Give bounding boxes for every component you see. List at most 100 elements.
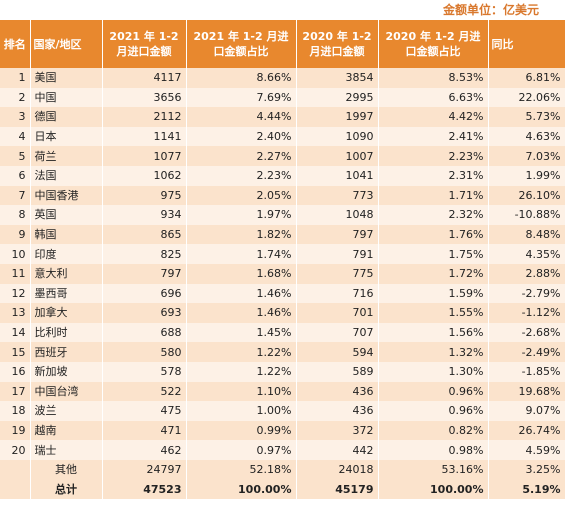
cell-value-2021: 693	[102, 303, 187, 323]
cell-rank: 14	[0, 322, 31, 343]
table-body: 1 美国 4117 8.66% 3854 8.53% 6.81% 2 中国 3656 7.69% 29…	[0, 68, 565, 500]
cell-share-2020: 1.59%	[378, 283, 489, 304]
cell-rank: 9	[0, 224, 31, 245]
cell-share-2020: 2.23%	[378, 146, 489, 166]
cell-share-2021: 1.45%	[186, 322, 297, 343]
header-value-2020: 2020 年 1-2 月进口金额	[296, 20, 379, 68]
cell-yoy: 4.35%	[488, 244, 565, 264]
cell-share-2021: 52.18%	[186, 459, 297, 480]
cell-yoy: 3.25%	[488, 459, 565, 480]
cell-value-2020: 589	[296, 361, 379, 382]
cell-share-2020: 4.42%	[378, 107, 489, 127]
cell-value-2020: 436	[296, 401, 379, 421]
cell-value-2021: 475	[102, 401, 187, 421]
table-row: 4 日本 1141 2.40% 1090 2.41% 4.63%	[0, 126, 565, 147]
cell-country: 意大利	[30, 263, 103, 284]
table-row: 11 意大利 797 1.68% 775 1.72% 2.88%	[0, 263, 565, 284]
cell-rank: 6	[0, 165, 31, 186]
table-row: 2 中国 3656 7.69% 2995 6.63% 22.06%	[0, 87, 565, 108]
cell-share-2020: 0.98%	[378, 440, 489, 460]
cell-share-2020: 1.75%	[378, 244, 489, 264]
table-header-row: 排名 国家/地区 2021 年 1-2 月进口金额 2021 年 1-2 月进口…	[0, 20, 565, 68]
table-row: 12 墨西哥 696 1.46% 716 1.59% -2.79%	[0, 283, 565, 304]
cell-share-2021: 1.00%	[186, 401, 297, 421]
header-share-2020: 2020 年 1-2 月进口金额占比	[378, 20, 489, 68]
cell-country: 英国	[30, 205, 103, 225]
table-row: 20 瑞士 462 0.97% 442 0.98% 4.59%	[0, 440, 565, 460]
cell-rank: 17	[0, 381, 31, 402]
cell-value-2021: 24797	[102, 459, 187, 480]
cell-share-2021: 1.46%	[186, 303, 297, 323]
cell-yoy: 6.81%	[488, 68, 565, 88]
cell-yoy: 8.48%	[488, 224, 565, 245]
cell-share-2020: 1.72%	[378, 263, 489, 284]
cell-country: 中国	[30, 87, 103, 108]
table-row: 其他 24797 52.18% 24018 53.16% 3.25%	[0, 459, 565, 480]
cell-rank	[0, 459, 31, 480]
cell-share-2020: 0.96%	[378, 381, 489, 402]
cell-value-2021: 975	[102, 185, 187, 206]
table-row: 9 韩国 865 1.82% 797 1.76% 8.48%	[0, 224, 565, 245]
cell-value-2021: 578	[102, 361, 187, 382]
cell-share-2021: 1.10%	[186, 381, 297, 402]
cell-value-2020: 372	[296, 420, 379, 441]
cell-share-2021: 8.66%	[186, 68, 297, 88]
cell-value-2021: 934	[102, 205, 187, 225]
cell-share-2020: 1.30%	[378, 361, 489, 382]
cell-country: 中国台湾	[30, 381, 103, 402]
cell-yoy: 1.99%	[488, 165, 565, 186]
table-row: 3 德国 2112 4.44% 1997 4.42% 5.73%	[0, 107, 565, 127]
cell-yoy: 4.59%	[488, 440, 565, 460]
cell-value-2020: 1090	[296, 126, 379, 147]
cell-rank: 12	[0, 283, 31, 304]
cell-country: 日本	[30, 126, 103, 147]
cell-share-2020: 53.16%	[378, 459, 489, 480]
cell-yoy: 22.06%	[488, 87, 565, 108]
cell-country: 越南	[30, 420, 103, 441]
cell-value-2020: 1007	[296, 146, 379, 166]
cell-value-2020: 797	[296, 224, 379, 245]
cell-value-2021: 2112	[102, 107, 187, 127]
cell-value-2021: 3656	[102, 87, 187, 108]
cell-share-2020: 1.71%	[378, 185, 489, 206]
cell-yoy: 7.03%	[488, 146, 565, 166]
table-row: 1 美国 4117 8.66% 3854 8.53% 6.81%	[0, 68, 565, 88]
cell-yoy: -1.85%	[488, 361, 565, 382]
cell-country: 墨西哥	[30, 283, 103, 304]
cell-share-2020: 1.55%	[378, 303, 489, 323]
cell-value-2020: 701	[296, 303, 379, 323]
cell-value-2021: 797	[102, 263, 187, 284]
cell-country: 比利时	[30, 322, 103, 343]
table-row: 5 荷兰 1077 2.27% 1007 2.23% 7.03%	[0, 146, 565, 166]
cell-yoy: -2.68%	[488, 322, 565, 343]
cell-yoy: -1.12%	[488, 303, 565, 323]
cell-share-2020: 1.32%	[378, 342, 489, 362]
cell-rank: 1	[0, 68, 31, 88]
cell-share-2021: 0.97%	[186, 440, 297, 460]
cell-rank: 13	[0, 303, 31, 323]
cell-value-2021: 522	[102, 381, 187, 402]
table-row: 6 法国 1062 2.23% 1041 2.31% 1.99%	[0, 165, 565, 186]
cell-country: 美国	[30, 68, 103, 88]
table-row: 19 越南 471 0.99% 372 0.82% 26.74%	[0, 420, 565, 441]
cell-yoy: 5.73%	[488, 107, 565, 127]
cell-value-2020: 3854	[296, 68, 379, 88]
cell-value-2020: 442	[296, 440, 379, 460]
cell-share-2021: 100.00%	[186, 479, 297, 500]
cell-value-2021: 696	[102, 283, 187, 304]
cell-country: 中国香港	[30, 185, 103, 206]
cell-yoy: 2.88%	[488, 263, 565, 284]
cell-share-2021: 2.23%	[186, 165, 297, 186]
header-yoy: 同比	[488, 20, 565, 68]
cell-rank: 11	[0, 263, 31, 284]
cell-yoy: -10.88%	[488, 205, 565, 225]
cell-share-2020: 2.41%	[378, 126, 489, 147]
cell-value-2021: 471	[102, 420, 187, 441]
cell-country: 荷兰	[30, 146, 103, 166]
cell-share-2020: 2.31%	[378, 165, 489, 186]
table-row: 18 波兰 475 1.00% 436 0.96% 9.07%	[0, 401, 565, 421]
cell-value-2021: 1141	[102, 126, 187, 147]
cell-yoy: 9.07%	[488, 401, 565, 421]
table-row: 8 英国 934 1.97% 1048 2.32% -10.88%	[0, 205, 565, 225]
header-country: 国家/地区	[30, 20, 103, 68]
